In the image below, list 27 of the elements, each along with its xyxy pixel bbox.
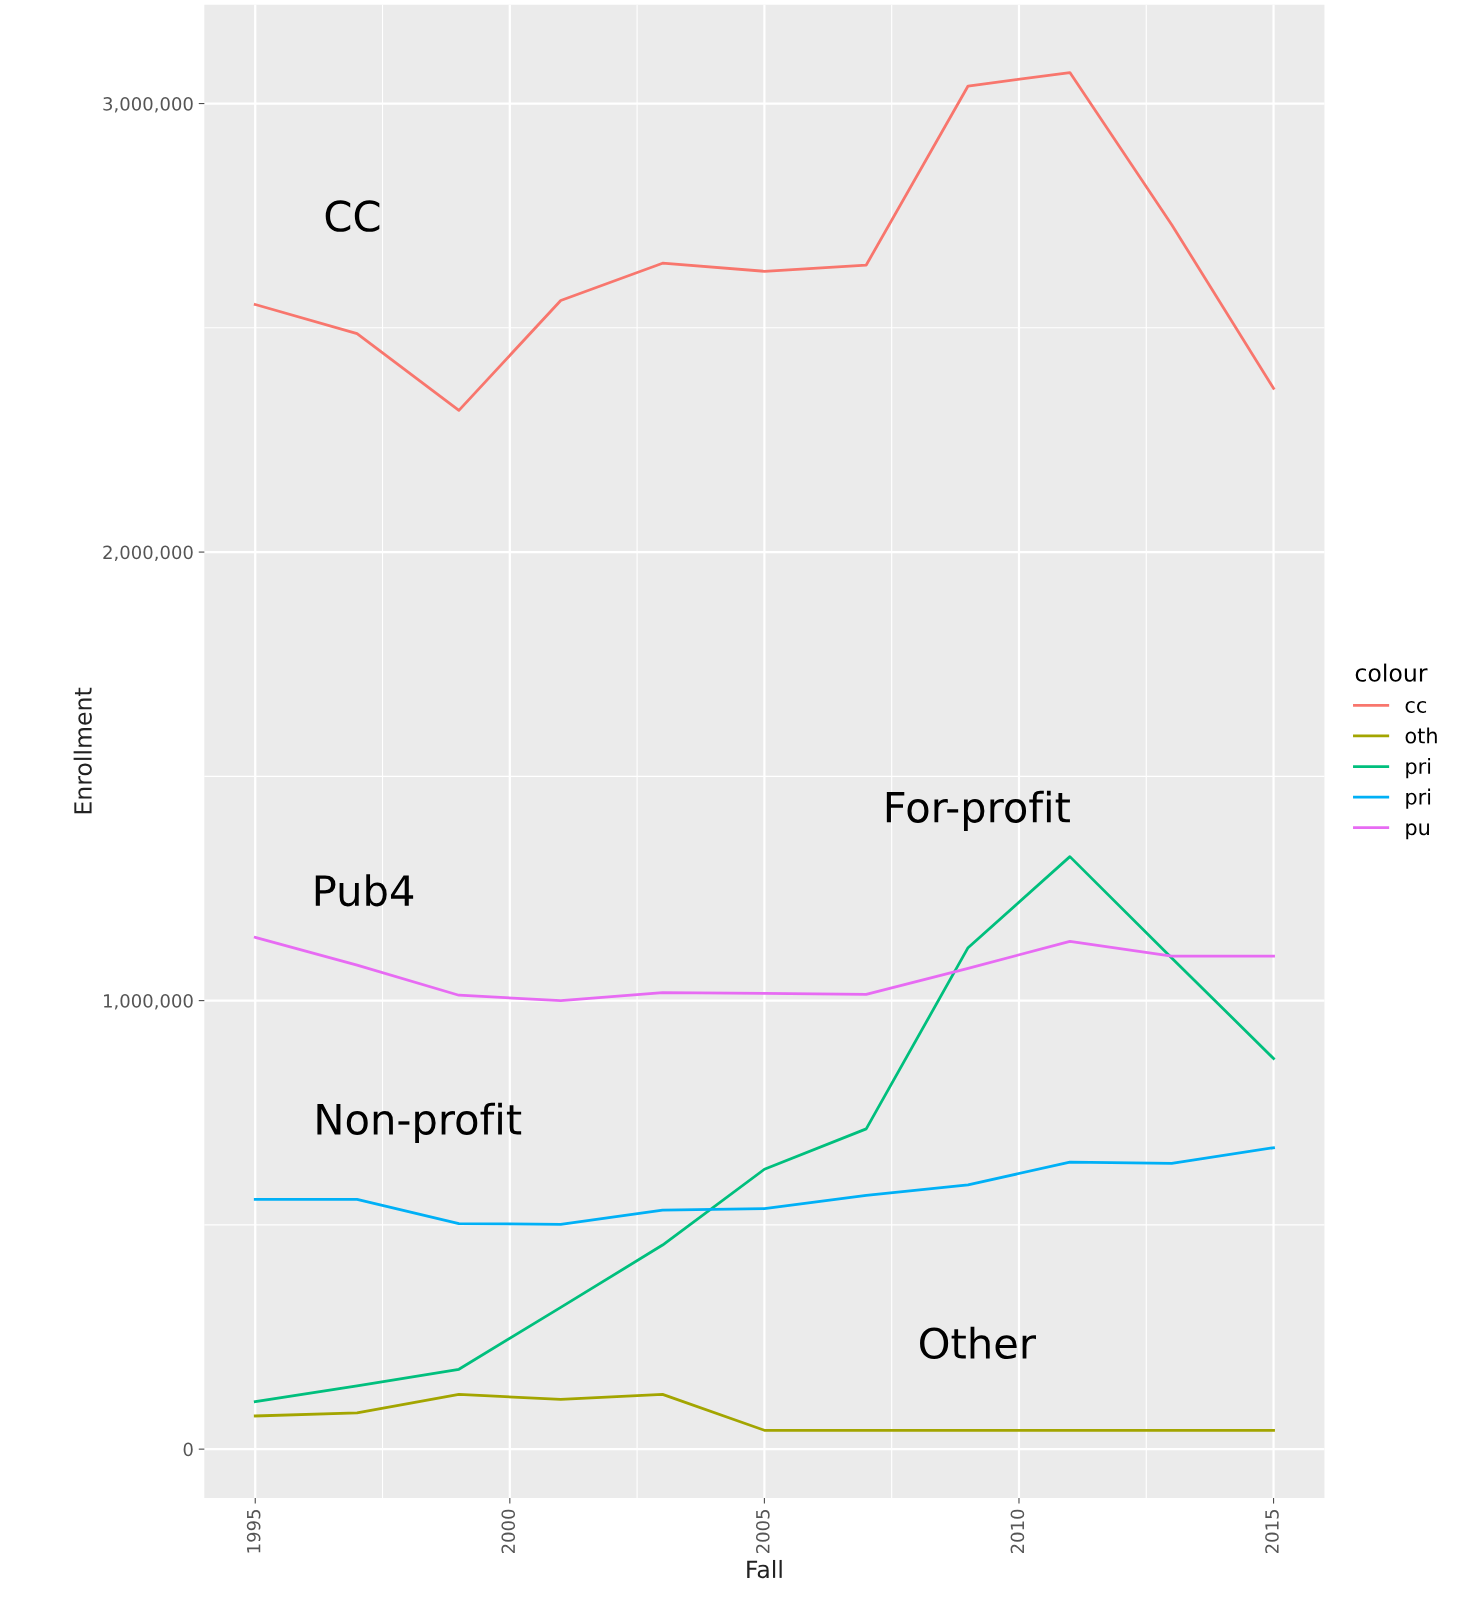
- legend-label: pri: [1406, 758, 1431, 779]
- line-series: [253, 1393, 1275, 1432]
- x-axis-title: Fall: [747, 1559, 782, 1579]
- x-tick-label: 2010: [1010, 1509, 1025, 1554]
- x-tick-label: 2015: [1265, 1510, 1279, 1554]
- legend-label: oth: [1405, 727, 1437, 744]
- line-series: [253, 935, 1275, 1002]
- annotation: CC: [325, 200, 380, 232]
- annotation: Pub4: [315, 874, 414, 907]
- legend-label: pu: [1406, 823, 1429, 840]
- annotation: For-profit: [886, 790, 1070, 831]
- y-tick-label: 0: [183, 1442, 193, 1457]
- y-tick-label: 2,000,000: [103, 545, 193, 562]
- legend-title: colour: [1355, 663, 1428, 682]
- x-tick-label: 2005: [755, 1510, 770, 1554]
- line-series: [253, 1146, 1275, 1226]
- legend-label: pri: [1406, 788, 1431, 809]
- line-series: [253, 855, 1275, 1403]
- line-series: [253, 71, 1275, 412]
- y-tick-label: 1,000,000: [104, 994, 193, 1010]
- x-tick-label: 1995: [246, 1510, 261, 1553]
- y-tick-label: 3,000,000: [103, 97, 193, 113]
- annotation: Other: [920, 1326, 1036, 1360]
- legend-label: cc: [1405, 701, 1427, 713]
- y-axis-title: Enrollment: [73, 687, 92, 814]
- x-tick-label: 2000: [501, 1509, 516, 1554]
- annotation: Non-profit: [317, 1102, 522, 1144]
